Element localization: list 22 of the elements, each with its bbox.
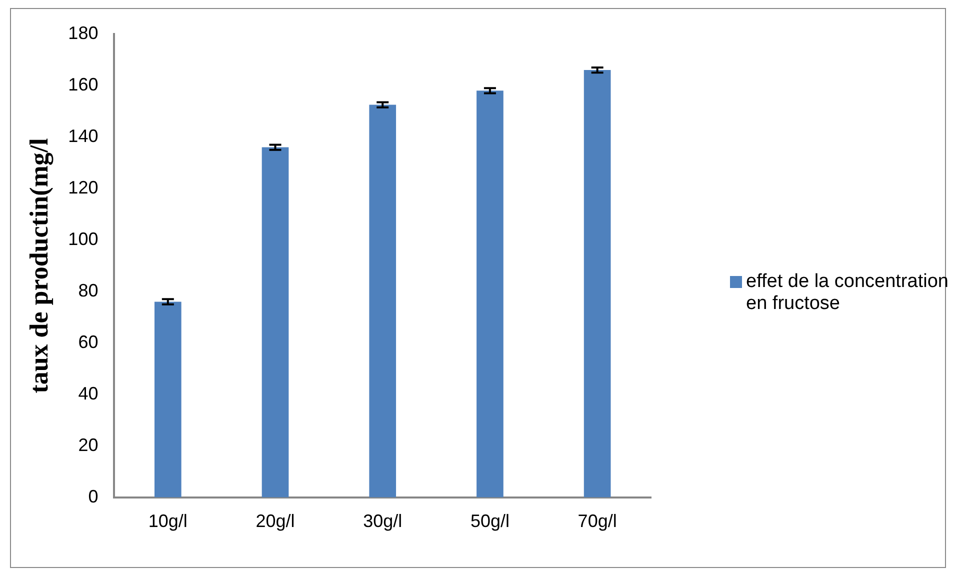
legend-label: effet de la concentration en fructose xyxy=(746,271,950,315)
x-tick-label: 30g/l xyxy=(363,511,402,532)
y-tick-label: 100 xyxy=(68,228,98,249)
x-tick-label: 70g/l xyxy=(578,511,617,532)
bar xyxy=(154,302,182,498)
bar xyxy=(476,90,504,498)
x-tick-label: 10g/l xyxy=(148,511,188,532)
y-tick-label: 160 xyxy=(68,74,98,94)
y-tick-label: 40 xyxy=(78,383,98,404)
x-tick-label: 20g/l xyxy=(256,511,295,532)
y-tick-label: 140 xyxy=(68,126,98,146)
y-tick-label: 20 xyxy=(78,434,98,455)
y-axis-title: taux de productin(mg/l xyxy=(24,138,54,394)
bar xyxy=(584,70,611,498)
bar xyxy=(369,104,396,498)
y-tick-label: 80 xyxy=(78,280,98,300)
y-tick-label: 60 xyxy=(78,332,98,352)
y-tick-label: 120 xyxy=(68,177,98,198)
bar xyxy=(262,147,289,498)
y-tick-label: 0 xyxy=(88,486,98,506)
y-tick-label: 180 xyxy=(68,22,98,43)
x-tick-label: 50g/l xyxy=(470,511,510,532)
